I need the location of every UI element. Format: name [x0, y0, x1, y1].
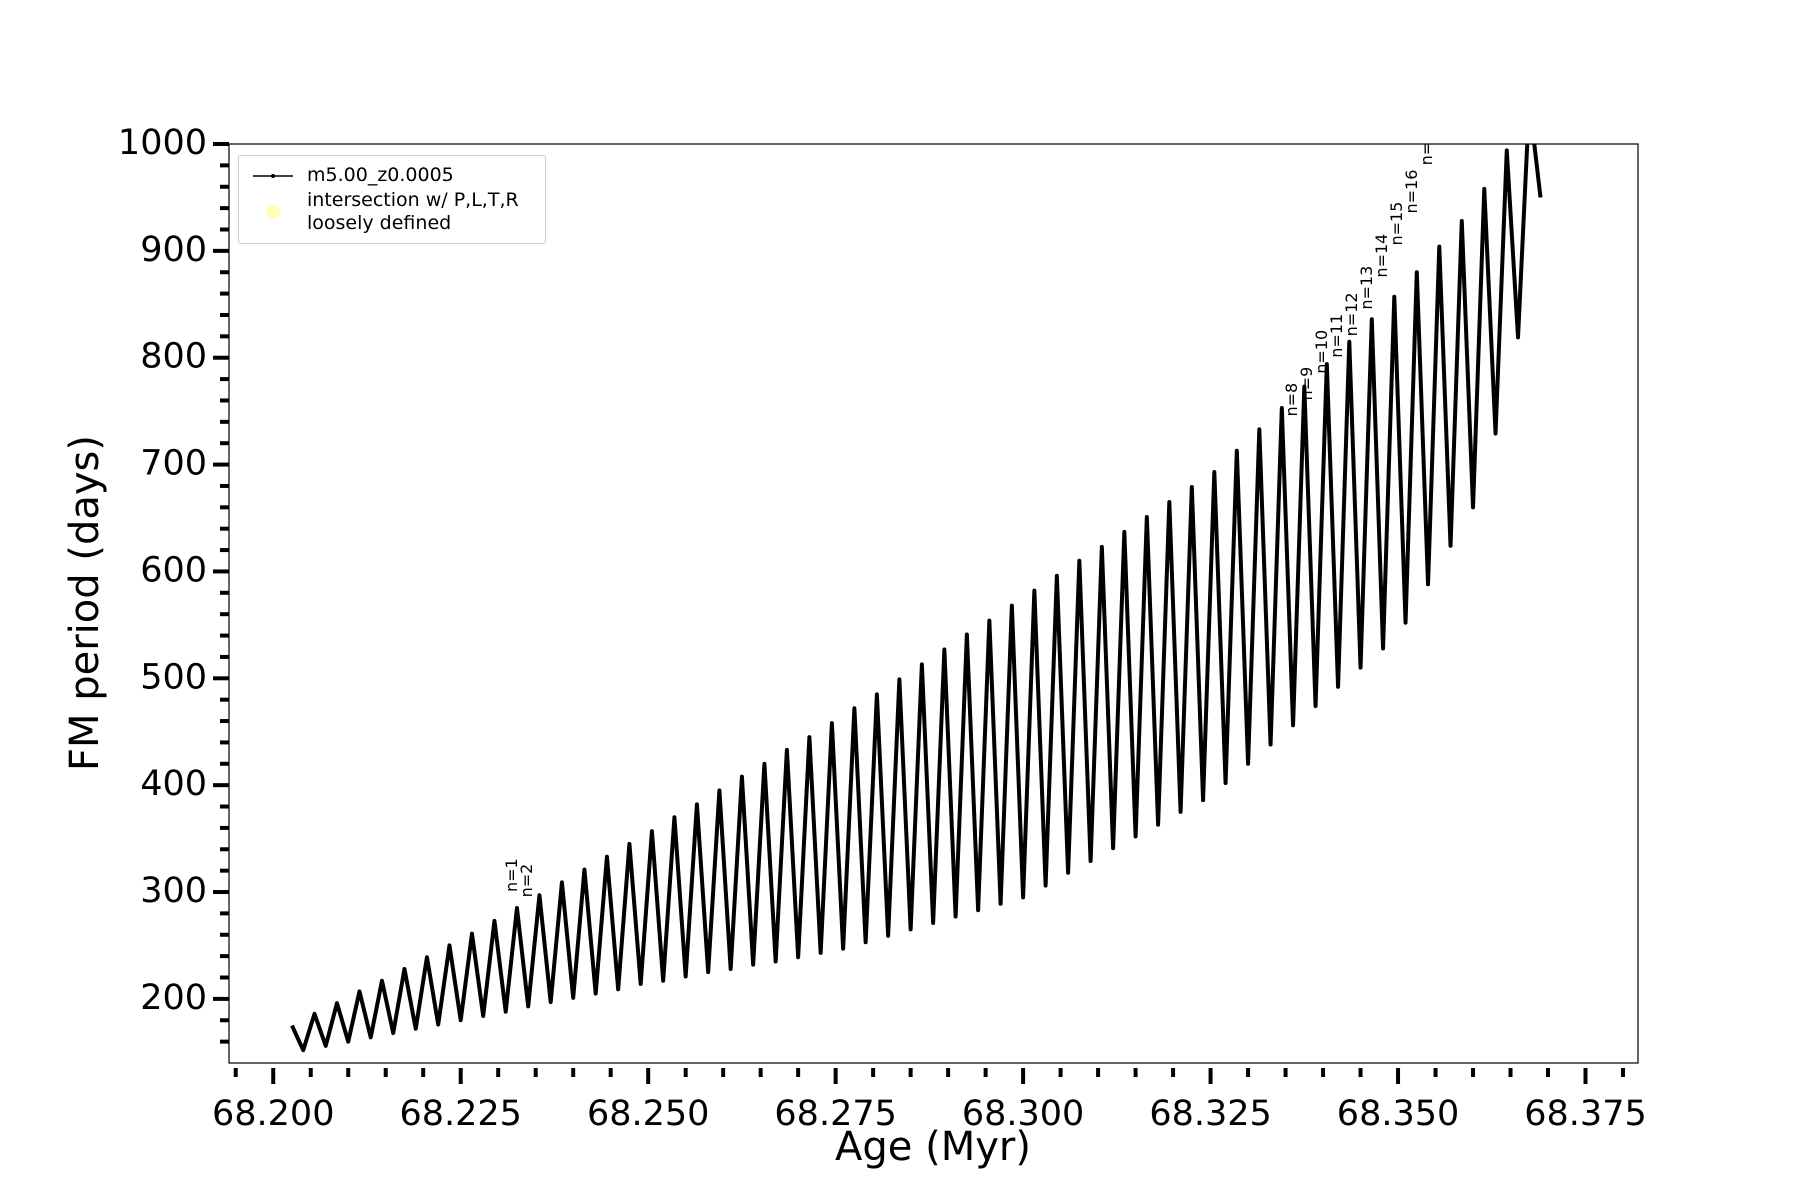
- y-tick-label: 200: [140, 978, 207, 1018]
- legend-key: [239, 202, 307, 222]
- x-tick-label: 68.225: [399, 1094, 521, 1134]
- annotation: n=12: [1342, 292, 1361, 336]
- annotation: n=16: [1402, 170, 1421, 214]
- y-tick-label: 700: [140, 444, 207, 484]
- x-tick-label: 68.250: [587, 1094, 709, 1134]
- legend-swatch: [253, 173, 293, 178]
- x-axis-label: Age (Myr): [835, 1124, 1031, 1170]
- y-tick-label: 1000: [118, 123, 207, 163]
- annotation: n=9: [1297, 367, 1316, 401]
- annotation: n=14: [1372, 234, 1391, 278]
- legend-entry: m5.00_z0.0005: [239, 164, 545, 187]
- x-tick-label: 68.325: [1149, 1094, 1271, 1134]
- y-tick-label: 400: [140, 764, 207, 804]
- y-axis-label: FM period (days): [62, 435, 108, 771]
- x-tick-label: 68.375: [1524, 1094, 1646, 1134]
- annotation: n=15: [1387, 202, 1406, 246]
- annotation: n=2: [517, 864, 536, 898]
- series-line: [290, 144, 1543, 1053]
- annotation: n=11: [1327, 314, 1346, 358]
- x-tick-label: 68.350: [1337, 1094, 1459, 1134]
- legend: m5.00_z0.0005 intersection w/ P,L,T,R loo…: [238, 155, 546, 244]
- y-tick-label: 600: [140, 550, 207, 590]
- y-tick-label: 800: [140, 337, 207, 377]
- legend-dot: [266, 205, 280, 219]
- y-tick-label: 300: [140, 871, 207, 911]
- annotation: n=17: [1417, 121, 1436, 165]
- legend-dot: [271, 173, 275, 178]
- annotation: n=10: [1312, 330, 1331, 374]
- annotation: n=8: [1282, 383, 1301, 417]
- annotation: n=13: [1357, 266, 1376, 310]
- plot-area: n=1n=2 n=8n=9n=10n=11n=12n=13n=14n=15n=16…: [290, 121, 1543, 1053]
- legend-label: m5.00_z0.0005: [307, 164, 454, 186]
- legend-key: [239, 166, 307, 186]
- plot-frame: [228, 143, 1639, 1064]
- annotation: n=1: [502, 858, 521, 892]
- y-tick-label: 500: [140, 657, 207, 697]
- x-tick-label: 68.300: [962, 1094, 1084, 1134]
- legend-swatch: [266, 205, 280, 219]
- x-tick-label: 68.200: [212, 1094, 334, 1134]
- y-tick-label: 900: [140, 230, 207, 270]
- x-tick-label: 68.275: [774, 1094, 896, 1134]
- legend-label: intersection w/ P,L,T,R loosely defined: [307, 189, 519, 234]
- legend-entry: intersection w/ P,L,T,R loosely defined: [239, 189, 545, 235]
